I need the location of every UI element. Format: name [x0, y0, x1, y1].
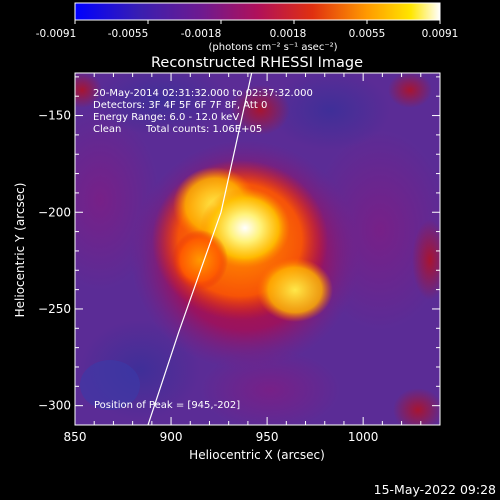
y-tick-label: −300 — [38, 399, 71, 413]
time-range-annotation: 20-May-2014 02:31:32.000 to 02:37:32.000 — [93, 88, 313, 99]
total-counts-annotation: Total counts: 1.06E+05 — [145, 124, 262, 135]
colorbar-tick-label: -0.0055 — [108, 28, 149, 40]
colorbar-tick-label: 0.0018 — [270, 28, 307, 40]
peak-position-annotation: Position of Peak = [945,-202] — [94, 400, 240, 411]
colorbar-tick-label: 0.0055 — [349, 28, 386, 40]
x-axis-label: Heliocentric X (arcsec) — [189, 448, 325, 462]
heatmap-image — [75, 73, 440, 425]
y-tick-label: −250 — [38, 302, 71, 316]
colorbar-tick-label: 0.0091 — [422, 28, 459, 40]
x-tick-label: 850 — [64, 430, 87, 444]
x-tick-label: 950 — [256, 430, 279, 444]
colorbar-tick-label: -0.0091 — [36, 28, 77, 40]
energy-range-annotation: Energy Range: 6.0 - 12.0 keV — [93, 112, 239, 123]
y-tick-label: −150 — [38, 109, 71, 123]
solar-limb-line — [147, 73, 253, 425]
detectors-annotation: Detectors: 3F 4F 5F 6F 7F 8F, Att 0 — [93, 100, 267, 111]
y-tick-label: −200 — [38, 205, 71, 219]
x-tick-label: 900 — [160, 430, 183, 444]
colorbar — [74, 2, 441, 21]
colorbar-tick-label: -0.0018 — [181, 28, 222, 40]
clean-annotation: Clean — [93, 124, 121, 135]
x-tick-label: 1000 — [348, 430, 379, 444]
footer-date: 15-May-2022 09:28 — [374, 482, 496, 497]
chart-title: Reconstructed RHESSI Image — [151, 55, 363, 71]
colorbar-units-label: (photons cm⁻² s⁻¹ asec⁻²) — [208, 42, 337, 53]
plot-frame — [74, 72, 441, 426]
colorbar-ticks — [74, 20, 441, 24]
y-axis-label: Heliocentric Y (arcsec) — [13, 183, 27, 318]
